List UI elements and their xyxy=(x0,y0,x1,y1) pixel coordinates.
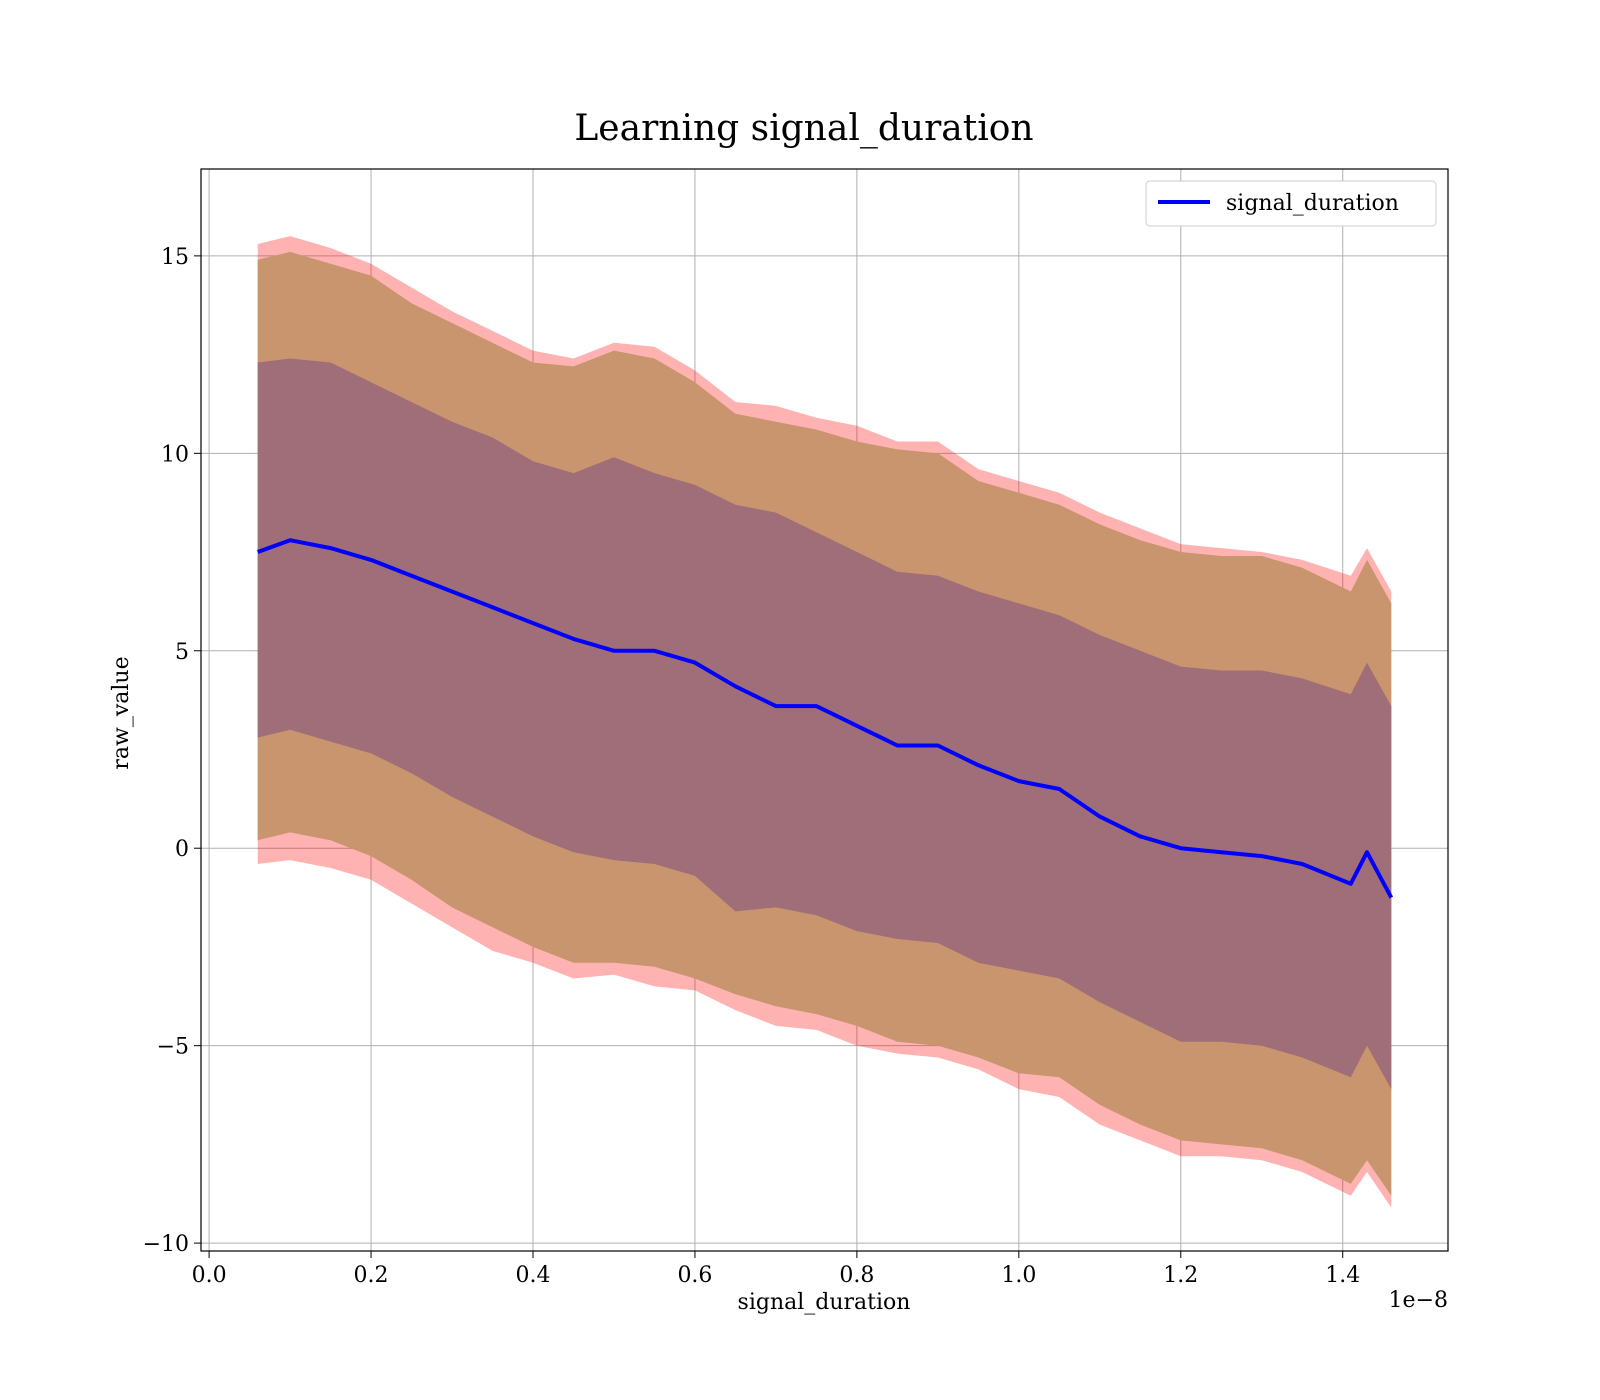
series-line-signal-duration xyxy=(257,538,1394,899)
x-tick-label: 0.4 xyxy=(515,1263,550,1288)
plot-frame xyxy=(200,168,1449,1252)
y-axis-label: raw_value xyxy=(109,656,134,769)
x-tick-label: 0.2 xyxy=(354,1263,389,1288)
x-tick-label: 1.0 xyxy=(1001,1263,1036,1288)
legend-box xyxy=(1145,180,1437,227)
y-tick-label: −10 xyxy=(143,1232,189,1257)
tick-layer: 0.0 0.2 0.4 0.6 0.8 1.0 1.2 1.4 −10 −5 0 5 10 15 xyxy=(143,245,1361,1288)
y-tick-label: 15 xyxy=(161,245,189,270)
x-axis-label: signal_duration xyxy=(738,1290,911,1315)
inner-band xyxy=(257,358,1392,1090)
y-tick-label: −5 xyxy=(157,1035,189,1060)
band-layer xyxy=(257,236,1392,1208)
y-tick-label: 0 xyxy=(175,837,189,862)
x-tick-label: 0.0 xyxy=(192,1263,227,1288)
y-tick-label: 10 xyxy=(161,442,189,467)
x-tick-label: 1.2 xyxy=(1163,1263,1198,1288)
legend-entry-signal-duration: signal_duration xyxy=(1226,191,1399,216)
x-tick-label: 0.6 xyxy=(677,1263,712,1288)
y-tick-label: 5 xyxy=(175,640,189,665)
x-tick-label: 1.4 xyxy=(1325,1263,1360,1288)
line-layer xyxy=(257,538,1394,899)
x-tick-label: 0.8 xyxy=(839,1263,874,1288)
legend: signal_duration xyxy=(1145,180,1437,227)
chart-title: Learning signal_duration xyxy=(574,108,1033,149)
x-offset-text: 1e−8 xyxy=(1389,1288,1448,1313)
